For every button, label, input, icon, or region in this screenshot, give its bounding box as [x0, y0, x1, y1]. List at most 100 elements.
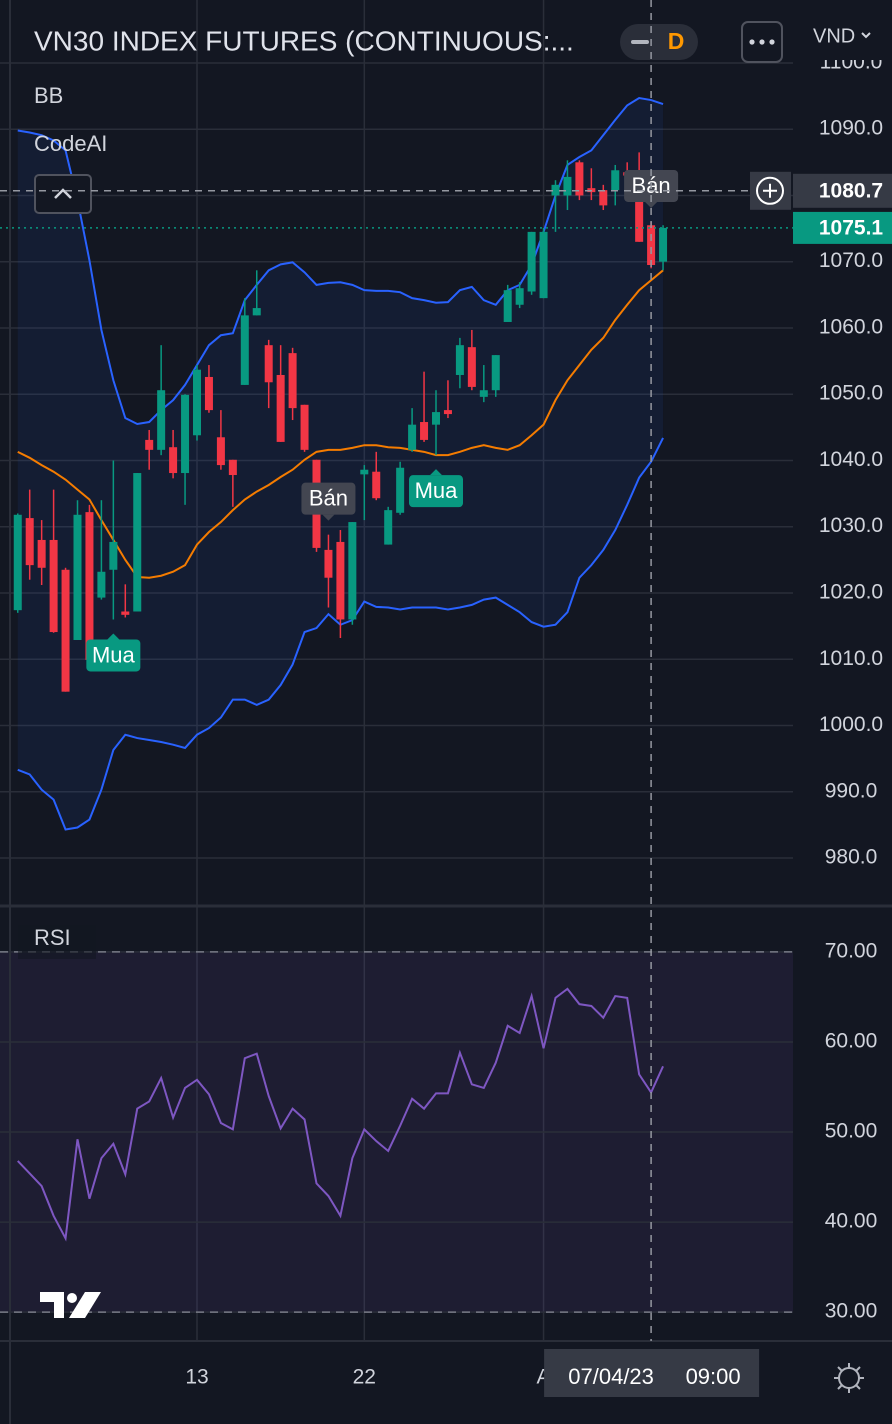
signal-box — [409, 475, 463, 508]
candle-body — [515, 288, 524, 305]
candle-body — [252, 308, 261, 316]
candle-body — [228, 459, 237, 476]
candle-body — [85, 512, 94, 660]
x-tick-label: 22 — [353, 1366, 376, 1389]
crosshair-time-box — [544, 1349, 760, 1397]
signal-label: Mua — [92, 642, 136, 667]
y-tick-label: 60.00 — [825, 1030, 878, 1053]
plot: 13 22 A980.0990.01000.01010.01020.01030.01… — [0, 0, 883, 1389]
last-price-box — [793, 211, 892, 244]
y-tick-label: 990.0 — [825, 779, 878, 802]
signal-pointer — [322, 514, 335, 521]
candle-body — [181, 394, 190, 474]
collapse-button[interactable] — [34, 174, 92, 214]
interval-pill[interactable] — [620, 24, 698, 60]
candle-body — [420, 422, 429, 440]
signal-pointer — [430, 469, 442, 476]
band-line — [17, 269, 664, 579]
add-icon-cross — [763, 183, 777, 198]
last-price-label: 1075.1 — [819, 216, 884, 239]
candle-body — [25, 518, 34, 566]
dot — [749, 39, 755, 45]
y-tick-label: 1060.0 — [819, 315, 883, 338]
crosshair-date: 07/04/23 — [568, 1364, 654, 1389]
candle-body — [204, 376, 213, 411]
candle-body — [479, 390, 488, 397]
interval[interactable]: D — [668, 28, 685, 54]
logo-part — [40, 1292, 64, 1318]
candle-body — [121, 611, 130, 615]
candle-body — [539, 231, 548, 299]
y-tick-label: 1010.0 — [819, 647, 883, 670]
candle-body — [432, 412, 440, 425]
rsi-label-backdrop — [18, 925, 96, 959]
signal-label: Bán — [309, 485, 348, 510]
candle-body — [467, 347, 476, 387]
y-tick-label: 1000.0 — [819, 713, 883, 736]
logo-part — [69, 1292, 101, 1318]
crosshair-time: 09:00 — [686, 1364, 741, 1389]
candle-body — [372, 471, 381, 499]
y-tick-label: 70.00 — [825, 939, 878, 962]
collapse-icon — [54, 188, 72, 199]
candle-body — [193, 369, 201, 436]
signal-box — [301, 482, 356, 515]
logo-part — [67, 1293, 77, 1303]
y-tick-label: 1090.0 — [819, 117, 883, 140]
candle-body — [276, 374, 285, 442]
candle-body — [360, 469, 369, 475]
currency-chevron — [861, 32, 871, 39]
candle-body — [408, 424, 417, 450]
dot — [759, 39, 765, 45]
y-tick-label: 30.00 — [825, 1300, 878, 1323]
candle-body — [73, 514, 82, 640]
candle-body — [133, 473, 142, 612]
crosshair-price-box — [793, 173, 892, 208]
y-tick-label: 1040.0 — [819, 448, 883, 471]
y-tick-label: 1070.0 — [819, 249, 883, 272]
x-tick-label: 13 — [185, 1366, 208, 1389]
candle-body — [169, 447, 178, 474]
logo — [40, 1292, 101, 1318]
candle-body — [49, 539, 58, 633]
indicator-label[interactable]: CodeAI — [34, 131, 107, 156]
candle-body — [659, 227, 668, 262]
crosshair-price-label: 1080.7 — [819, 179, 883, 202]
y-tick-label: 1020.0 — [819, 581, 883, 604]
indicator-label[interactable]: BB — [34, 83, 63, 108]
candle-body — [37, 539, 46, 568]
dot — [769, 39, 775, 45]
indicator-label[interactable]: RSI — [34, 925, 71, 950]
candle-body — [157, 390, 166, 450]
candle-body — [109, 541, 118, 570]
candle-body — [97, 571, 106, 598]
y-tick-label: 980.0 — [825, 846, 878, 869]
currency[interactable]: VND — [813, 25, 855, 47]
candle-body — [503, 290, 512, 322]
candle-body — [396, 467, 405, 513]
candle-body — [216, 437, 225, 466]
signal-box — [86, 639, 141, 672]
settings-icon[interactable] — [834, 1363, 864, 1393]
candle-body — [611, 170, 620, 191]
candle-body — [145, 439, 154, 450]
y-tick-label: 1030.0 — [819, 514, 883, 537]
candle-body — [336, 541, 345, 620]
band-fill — [17, 98, 664, 830]
candle-body — [635, 195, 644, 242]
candle-body — [240, 315, 249, 385]
y-tick-label: 40.00 — [825, 1210, 878, 1233]
candle-body — [575, 162, 584, 196]
currency-backdrop — [793, 0, 892, 60]
candle-body — [647, 225, 656, 266]
candle-body — [455, 345, 464, 375]
candle-body — [551, 184, 560, 196]
candle-body — [300, 404, 309, 450]
candle-body — [61, 569, 70, 692]
add-icon[interactable] — [756, 176, 784, 205]
candle-body — [324, 549, 333, 578]
